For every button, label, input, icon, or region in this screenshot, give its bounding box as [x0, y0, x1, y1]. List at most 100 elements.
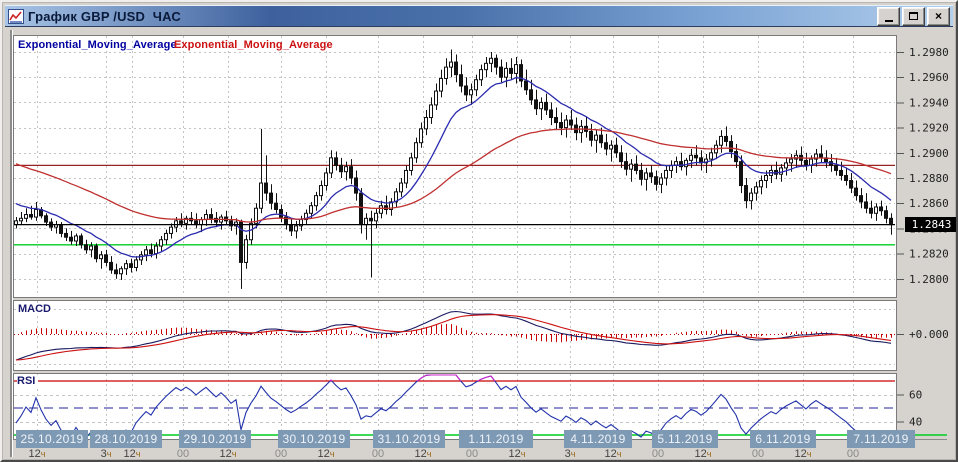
- candle-body: [199, 219, 203, 226]
- macd-panel[interactable]: [13, 300, 897, 371]
- candle-body: [649, 172, 653, 178]
- candle-body: [154, 245, 158, 255]
- price-axis-label: 1.2860: [909, 197, 949, 210]
- close-button[interactable]: ×: [927, 6, 950, 26]
- candle-body: [319, 185, 323, 197]
- candle-body: [184, 217, 188, 224]
- rsi-axis-label: 60: [909, 389, 922, 402]
- time-label: 12ч: [694, 448, 712, 460]
- candle-body: [74, 235, 78, 242]
- time-label: 00: [176, 448, 190, 460]
- time-label: 12ч: [794, 448, 812, 460]
- candle-body: [629, 163, 633, 170]
- price-axis-label: 1.2820: [909, 248, 949, 261]
- candle-body: [454, 61, 458, 76]
- candle-body: [619, 152, 623, 163]
- candle-body: [534, 99, 538, 110]
- candle-body: [414, 142, 418, 159]
- candle-body: [879, 206, 883, 212]
- rsi-line-hot: [329, 374, 496, 381]
- candle-body: [589, 130, 593, 141]
- candle-body: [164, 232, 168, 241]
- minimize-button[interactable]: [877, 6, 900, 26]
- candle-body: [884, 210, 888, 219]
- candle-body: [814, 153, 818, 160]
- main-panel[interactable]: [13, 35, 897, 298]
- candle-body: [729, 140, 733, 153]
- maximize-icon: [909, 12, 918, 20]
- candle-body: [559, 122, 563, 129]
- ema-fast-line: [15, 77, 892, 258]
- candle-body: [564, 119, 568, 129]
- candle-body: [439, 77, 443, 92]
- time-label: 12ч: [28, 448, 46, 460]
- candle-body: [874, 206, 878, 214]
- candle-body: [609, 144, 613, 150]
- maximize-button[interactable]: [902, 6, 925, 26]
- macd-line: [15, 310, 892, 361]
- candle-body: [264, 182, 268, 194]
- candle-body: [459, 74, 463, 87]
- candle-body: [29, 214, 33, 218]
- candle-body: [409, 157, 413, 171]
- candle-body: [229, 220, 233, 227]
- candle-body: [294, 225, 298, 232]
- candle-body: [784, 162, 788, 169]
- candle-body: [79, 235, 83, 246]
- current-price-badge: 1.2843: [905, 217, 956, 232]
- candle-body: [754, 186, 758, 194]
- candle-body: [444, 66, 448, 79]
- candle-body: [369, 217, 373, 222]
- candle-body: [604, 142, 608, 150]
- candle-body: [789, 158, 793, 164]
- candle-body: [694, 154, 698, 159]
- candle-body: [404, 169, 408, 184]
- time-label: 00: [651, 448, 665, 460]
- candle-body: [179, 220, 183, 224]
- candle-body: [359, 192, 363, 226]
- candle-body: [64, 232, 68, 238]
- candle-body: [489, 57, 493, 64]
- rsi-panel[interactable]: [13, 373, 897, 440]
- candle-body: [474, 79, 478, 91]
- price-axis-label: 1.2940: [909, 96, 949, 109]
- candle-body: [684, 159, 688, 168]
- candle-body: [864, 201, 868, 209]
- candle-body: [499, 66, 503, 78]
- rsi-axis-label: 40: [909, 416, 922, 429]
- candle-body: [744, 185, 748, 202]
- candle-body: [659, 177, 663, 185]
- time-label: 3ч: [564, 448, 576, 460]
- candle-body: [544, 101, 548, 111]
- candle-body: [849, 180, 853, 189]
- window-controls: ×: [877, 6, 950, 26]
- candle-body: [134, 259, 138, 268]
- date-badge: 28.10.2019: [90, 430, 162, 448]
- candle-body: [174, 220, 178, 228]
- candle-body: [464, 85, 468, 96]
- candle-body: [514, 64, 518, 74]
- left-splitter[interactable]: [5, 30, 13, 457]
- titlebar[interactable]: График GBP /USD ЧАС ×: [5, 5, 953, 27]
- candle-body: [844, 174, 848, 182]
- candle-body: [339, 164, 343, 173]
- legend-ema-slow[interactable]: Exponential_Moving_Average: [174, 39, 333, 51]
- legend-ema-fast[interactable]: Exponential_Moving_Average: [18, 39, 177, 51]
- candle-body: [109, 261, 113, 271]
- candle-body: [114, 269, 118, 275]
- candle-body: [69, 236, 73, 242]
- candle-body: [764, 174, 768, 182]
- macd-signal-line: [15, 314, 892, 361]
- candle-body: [644, 172, 648, 180]
- candle-body: [724, 135, 728, 142]
- candle-body: [364, 217, 368, 226]
- candle-body: [254, 207, 258, 224]
- candle-body: [739, 161, 743, 187]
- candle-body: [309, 205, 313, 214]
- candle-body: [634, 163, 638, 171]
- candle-body: [494, 57, 498, 68]
- candle-body: [84, 244, 88, 251]
- candle-body: [149, 249, 153, 255]
- candle-body: [839, 169, 843, 176]
